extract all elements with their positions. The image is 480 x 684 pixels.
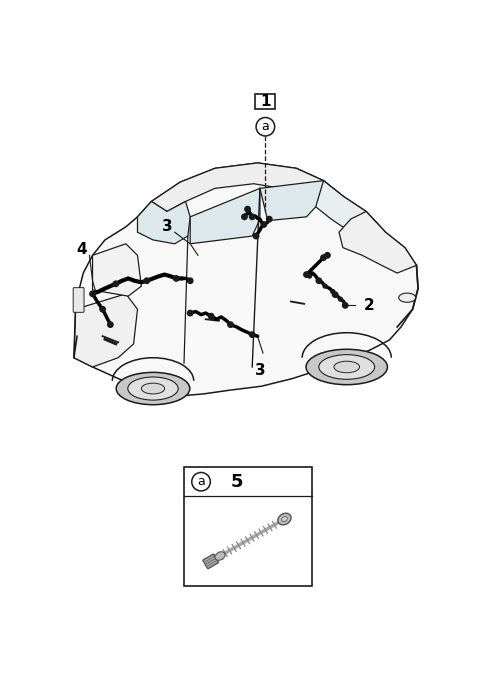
Polygon shape <box>74 294 137 367</box>
Circle shape <box>266 216 272 222</box>
FancyBboxPatch shape <box>255 94 276 109</box>
Text: 3: 3 <box>254 363 265 378</box>
Text: 2: 2 <box>364 298 374 313</box>
Circle shape <box>324 252 330 258</box>
Circle shape <box>331 289 335 293</box>
Polygon shape <box>203 554 218 569</box>
Polygon shape <box>190 188 260 244</box>
Circle shape <box>174 276 179 281</box>
Circle shape <box>338 298 343 301</box>
Ellipse shape <box>128 377 178 400</box>
Circle shape <box>321 255 326 261</box>
Text: a: a <box>197 475 205 488</box>
Circle shape <box>188 311 193 316</box>
Polygon shape <box>93 244 142 296</box>
Polygon shape <box>152 163 343 211</box>
Circle shape <box>323 285 327 288</box>
Circle shape <box>343 303 348 308</box>
FancyBboxPatch shape <box>73 288 84 313</box>
Circle shape <box>144 278 149 283</box>
Circle shape <box>208 313 214 319</box>
Circle shape <box>100 306 105 312</box>
Ellipse shape <box>399 293 416 302</box>
Ellipse shape <box>319 355 375 380</box>
Circle shape <box>242 214 247 220</box>
Circle shape <box>308 274 312 278</box>
Circle shape <box>113 281 119 287</box>
Circle shape <box>228 322 233 328</box>
Text: 5: 5 <box>230 473 243 490</box>
Polygon shape <box>339 211 417 273</box>
Circle shape <box>253 233 259 239</box>
Circle shape <box>261 222 266 227</box>
Circle shape <box>333 292 338 298</box>
Circle shape <box>250 214 255 220</box>
Text: a: a <box>262 120 269 133</box>
Circle shape <box>250 332 255 337</box>
Polygon shape <box>137 201 190 244</box>
Circle shape <box>90 291 95 297</box>
Ellipse shape <box>142 383 165 394</box>
Circle shape <box>316 278 322 283</box>
Circle shape <box>245 207 250 212</box>
Ellipse shape <box>215 552 225 560</box>
Polygon shape <box>260 181 324 221</box>
Ellipse shape <box>306 350 387 384</box>
Ellipse shape <box>278 513 291 525</box>
Polygon shape <box>74 163 418 396</box>
Circle shape <box>304 272 309 277</box>
Circle shape <box>188 278 193 283</box>
Text: 1: 1 <box>260 94 271 109</box>
Circle shape <box>256 118 275 136</box>
Ellipse shape <box>116 372 190 405</box>
Text: 3: 3 <box>162 220 172 235</box>
Circle shape <box>108 322 113 328</box>
Ellipse shape <box>334 361 360 373</box>
Text: 4: 4 <box>76 242 87 257</box>
Circle shape <box>192 473 210 491</box>
FancyBboxPatch shape <box>184 467 312 586</box>
Polygon shape <box>306 181 385 244</box>
Ellipse shape <box>282 516 288 522</box>
